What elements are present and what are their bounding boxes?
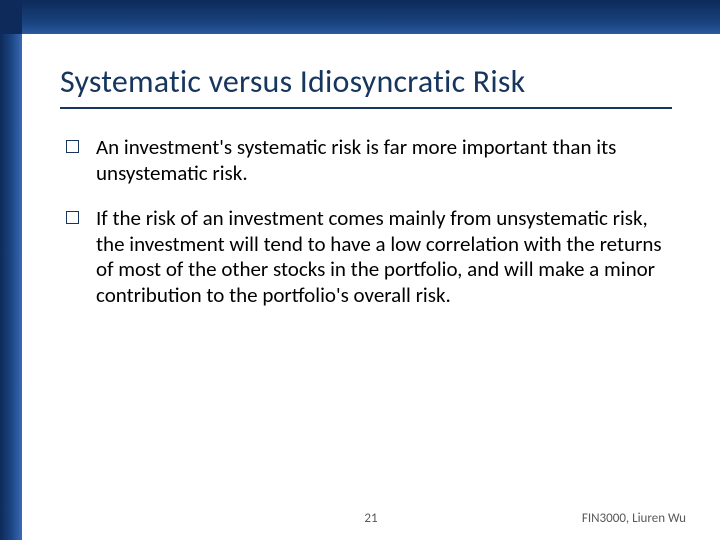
square-bullet-icon [66, 211, 79, 224]
slide-frame-corner [0, 0, 22, 34]
slide-title: Systematic versus Idiosyncratic Risk [60, 62, 672, 101]
bullet-item: An investment's systematic risk is far m… [66, 135, 672, 186]
bullet-item: If the risk of an investment comes mainl… [66, 206, 672, 308]
bullet-text: An investment's systematic risk is far m… [96, 134, 616, 186]
slide-frame-top [0, 0, 720, 34]
page-number: 21 [364, 511, 377, 526]
bullet-list: An investment's systematic risk is far m… [60, 135, 672, 309]
footer-credit: FIN3000, Liuren Wu [582, 511, 686, 526]
title-underline [60, 107, 672, 109]
bullet-text: If the risk of an investment comes mainl… [96, 205, 662, 308]
slide-content: Systematic versus Idiosyncratic Risk An … [22, 34, 720, 540]
square-bullet-icon [66, 140, 79, 153]
slide-frame-left [0, 0, 22, 540]
